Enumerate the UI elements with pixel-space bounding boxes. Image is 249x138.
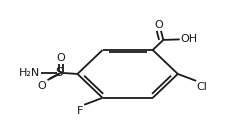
Text: O: O (38, 81, 47, 91)
Text: F: F (77, 106, 84, 116)
Text: H₂N: H₂N (19, 68, 40, 78)
Text: O: O (57, 53, 65, 63)
Text: O: O (154, 20, 163, 30)
Text: S: S (56, 66, 63, 79)
Text: Cl: Cl (197, 82, 208, 92)
Text: OH: OH (180, 34, 197, 44)
